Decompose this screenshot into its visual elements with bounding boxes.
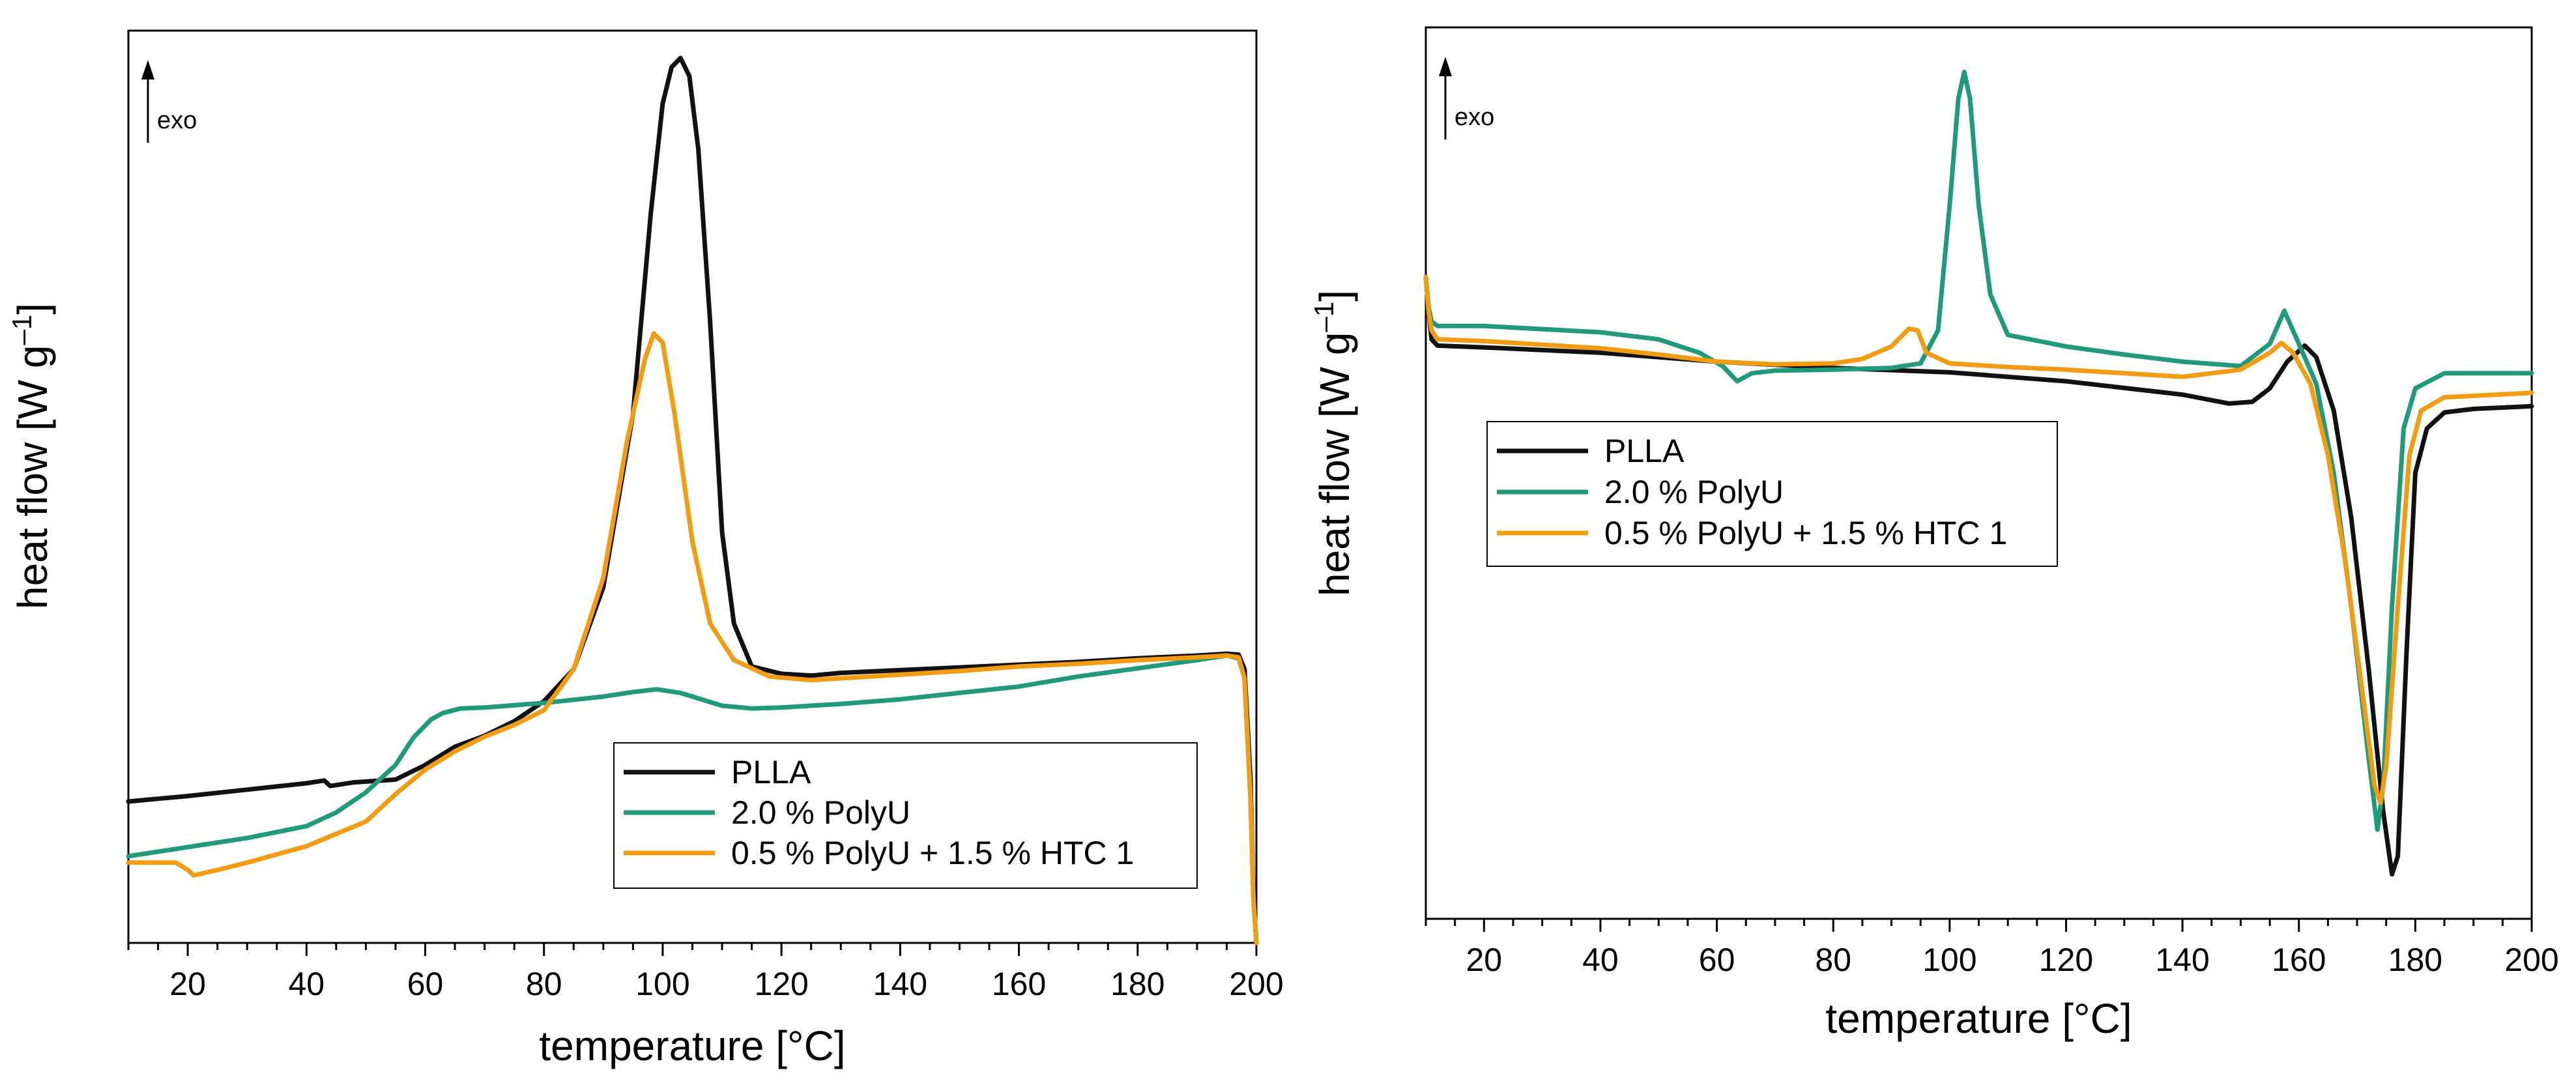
x-tick-label: 200 [1229, 966, 1283, 1002]
x-tick-label: 120 [2039, 942, 2093, 978]
series-line-3 [1423, 274, 2534, 805]
legend-entry-label: 2.0 % PolyU [731, 794, 910, 831]
x-tick-label: 80 [1815, 942, 1851, 978]
series-line-1 [1423, 274, 2534, 877]
x-tick-label: 180 [2388, 942, 2442, 978]
x-tick-label: 120 [754, 966, 808, 1002]
x-tick-label: 80 [526, 966, 562, 1002]
exo-label: exo [157, 107, 197, 134]
x-axis-title: temperature [°C] [539, 1022, 845, 1069]
y-axis-title-superscript: –1 [1309, 302, 1339, 332]
exo-arrow-icon [1439, 57, 1452, 76]
x-tick-label: 100 [635, 966, 689, 1002]
x-tick-label: 160 [992, 966, 1046, 1002]
x-tick-label: 100 [1922, 942, 1976, 978]
legend-box [613, 742, 1198, 889]
x-tick-label: 20 [169, 966, 206, 1002]
legend-entry-label: PLLA [731, 754, 811, 790]
x-tick-label: 60 [407, 966, 444, 1002]
x-tick-label: 200 [2504, 942, 2558, 978]
x-tick-label: 40 [289, 966, 325, 1002]
chart-panel-2: 20 40 60 80 100 120 140 160 180 200 temperature [°… [1309, 26, 2559, 1042]
x-tick-label: 180 [1110, 966, 1165, 1002]
series-line-2 [1423, 69, 2534, 832]
x-tick-label: 60 [1699, 942, 1735, 978]
x-tick-label: 20 [1466, 942, 1503, 978]
y-axis-title-close: ] [1311, 290, 1358, 302]
legend-entry-label: 0.5 % PolyU + 1.5 % HTC 1 [1604, 515, 2007, 551]
y-axis-title-main: heat flow [W g [9, 345, 56, 610]
exo-arrow-icon [141, 60, 154, 79]
y-axis-title-superscript: –1 [7, 315, 37, 345]
exo-label: exo [1454, 104, 1494, 131]
series-line-3 [126, 331, 1259, 946]
legend: PLLA 2.0 % PolyU 0.5 % PolyU + 1.5 % HTC 1 [1486, 421, 2058, 567]
x-tick-label: 160 [2272, 942, 2326, 978]
legend: PLLA 2.0 % PolyU 0.5 % PolyU + 1.5 % HTC 1 [613, 742, 1198, 889]
legend-entry-label: 2.0 % PolyU [1604, 474, 1784, 510]
x-tick-label: 40 [1582, 942, 1619, 978]
x-axis-title: temperature [°C] [1825, 995, 2132, 1042]
legend-entry-label: PLLA [1604, 433, 1685, 469]
x-tick-label: 140 [873, 966, 927, 1002]
chart-panel-1: 20 40 60 80 100 120 140 160 180 200 temperature [°… [7, 29, 1284, 1069]
x-tick-label: 140 [2155, 942, 2209, 978]
y-axis-title-main: heat flow [W g [1311, 332, 1358, 597]
legend-entry-label: 0.5 % PolyU + 1.5 % HTC 1 [731, 835, 1134, 871]
y-axis-title: heat flow [W g–1] [1309, 290, 1358, 596]
y-axis-title: heat flow [W g–1] [7, 303, 56, 609]
y-axis-title-close: ] [9, 303, 56, 315]
